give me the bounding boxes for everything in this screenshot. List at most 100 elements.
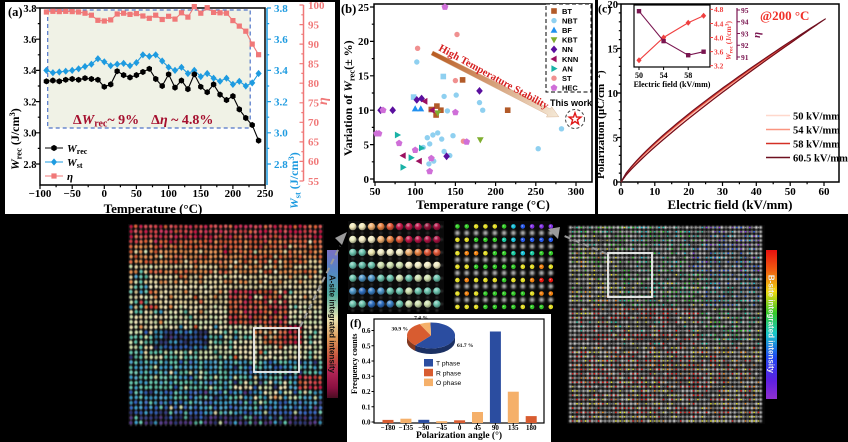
svg-text:4.4: 4.4 <box>714 19 724 28</box>
svg-text:150: 150 <box>193 188 210 200</box>
svg-text:(f): (f) <box>350 318 362 330</box>
svg-text:O phase: O phase <box>436 380 462 387</box>
svg-text:60: 60 <box>308 156 320 168</box>
svg-text:0.6: 0.6 <box>362 327 371 335</box>
svg-text:58: 58 <box>684 71 692 80</box>
svg-text:50: 50 <box>131 188 143 200</box>
svg-text:0: 0 <box>364 174 370 186</box>
svg-text:NN: NN <box>562 45 573 54</box>
svg-text:3.2: 3.2 <box>23 97 36 108</box>
svg-text:10: 10 <box>608 89 619 100</box>
svg-text:η: η <box>316 97 331 105</box>
svg-text:30.9 %: 30.9 % <box>392 327 409 333</box>
svg-text:5: 5 <box>613 133 618 144</box>
svg-text:20: 20 <box>683 186 695 198</box>
svg-text:B-site integrated intensity: B-site integrated intensity <box>767 275 776 374</box>
svg-text:180: 180 <box>526 424 537 432</box>
svg-text:250: 250 <box>257 188 274 200</box>
svg-text:90: 90 <box>308 39 320 51</box>
svg-text:−135: −135 <box>399 424 414 432</box>
svg-text:50: 50 <box>370 186 382 198</box>
svg-text:25: 25 <box>358 2 370 14</box>
svg-text:10: 10 <box>649 186 661 198</box>
svg-text:93: 93 <box>741 29 749 38</box>
svg-text:40: 40 <box>751 186 763 198</box>
svg-text:95: 95 <box>741 6 749 15</box>
svg-text:Variation of Wrec(± %): Variation of Wrec(± %) <box>341 40 357 156</box>
svg-text:15: 15 <box>608 44 619 55</box>
svg-text:20: 20 <box>358 36 370 48</box>
svg-text:0: 0 <box>613 178 618 189</box>
svg-text:2.8: 2.8 <box>23 160 36 171</box>
svg-text:92: 92 <box>741 41 749 50</box>
svg-text:54 kV/mm: 54 kV/mm <box>793 125 840 136</box>
svg-text:3.8: 3.8 <box>274 3 288 15</box>
svg-text:Electric field (kV/mm): Electric field (kV/mm) <box>668 197 793 212</box>
svg-text:η: η <box>751 32 763 38</box>
svg-text:50 kV/mm: 50 kV/mm <box>793 111 840 122</box>
svg-text:R phase: R phase <box>436 370 461 377</box>
svg-text:55: 55 <box>308 176 320 188</box>
svg-text:−50: −50 <box>64 188 82 200</box>
svg-text:100: 100 <box>160 188 177 200</box>
svg-text:3.6: 3.6 <box>714 47 724 56</box>
svg-text:250: 250 <box>528 186 545 198</box>
svg-text:BF: BF <box>562 26 572 35</box>
svg-text:45: 45 <box>474 424 482 432</box>
svg-text:(a): (a) <box>8 5 23 19</box>
svg-text:15: 15 <box>358 71 370 83</box>
svg-text:0.1: 0.1 <box>362 403 371 411</box>
svg-text:30: 30 <box>717 186 729 198</box>
svg-text:−45: −45 <box>436 424 447 432</box>
svg-text:150: 150 <box>447 186 464 198</box>
svg-text:60: 60 <box>819 186 831 198</box>
svg-text:KNN: KNN <box>562 55 578 64</box>
svg-text:300: 300 <box>568 186 585 198</box>
svg-text:100: 100 <box>407 186 424 198</box>
svg-text:135: 135 <box>508 424 519 432</box>
svg-text:94: 94 <box>741 18 749 27</box>
svg-text:61.7 %: 61.7 % <box>457 343 474 349</box>
svg-text:10: 10 <box>358 105 370 117</box>
svg-text:0: 0 <box>618 186 624 198</box>
svg-text:Temperature range (°C): Temperature range (°C) <box>416 197 550 212</box>
svg-text:0: 0 <box>458 424 462 432</box>
svg-text:200: 200 <box>487 186 504 198</box>
svg-text:3.6: 3.6 <box>274 34 288 46</box>
svg-text:Wrec: Wrec <box>67 143 88 156</box>
svg-text:NBT: NBT <box>562 16 578 25</box>
svg-text:0.2: 0.2 <box>362 388 371 396</box>
svg-text:0: 0 <box>102 188 108 200</box>
svg-text:Wst: Wst <box>67 157 83 170</box>
svg-text:Temperature (°C): Temperature (°C) <box>104 201 203 214</box>
svg-text:3.2: 3.2 <box>714 61 724 70</box>
svg-text:3.0: 3.0 <box>23 129 36 140</box>
svg-text:AN: AN <box>562 64 573 73</box>
svg-text:): ) <box>598 70 607 74</box>
svg-text:2.8: 2.8 <box>274 159 288 171</box>
svg-text:BT: BT <box>562 7 572 16</box>
svg-text:3.2: 3.2 <box>274 96 288 108</box>
svg-text:91: 91 <box>741 53 749 62</box>
svg-text:−90: −90 <box>418 424 429 432</box>
svg-text:54: 54 <box>660 71 668 80</box>
svg-text:20: 20 <box>608 0 619 11</box>
svg-text:75: 75 <box>308 98 320 110</box>
svg-text:90: 90 <box>492 424 500 432</box>
svg-text:This work: This work <box>550 98 593 108</box>
svg-text:Polarization angle (°): Polarization angle (°) <box>416 430 502 441</box>
svg-text:3.6: 3.6 <box>23 35 36 46</box>
svg-text:60.5 kV/mm: 60.5 kV/mm <box>793 153 848 164</box>
svg-text:3.4: 3.4 <box>274 65 288 77</box>
svg-text:100: 100 <box>308 2 325 12</box>
svg-text:HEC: HEC <box>562 84 578 93</box>
svg-text:70: 70 <box>308 117 320 129</box>
svg-text:80: 80 <box>308 78 320 90</box>
svg-text:3.8: 3.8 <box>23 4 36 15</box>
svg-text:0.3: 0.3 <box>362 373 371 381</box>
svg-text:Wst (J/cm3): Wst (J/cm3) <box>286 152 303 209</box>
svg-text:4.8: 4.8 <box>714 5 724 14</box>
svg-text:Frequency counts: Frequency counts <box>350 333 359 394</box>
svg-text:65: 65 <box>308 137 320 149</box>
svg-text:(b): (b) <box>341 2 356 16</box>
